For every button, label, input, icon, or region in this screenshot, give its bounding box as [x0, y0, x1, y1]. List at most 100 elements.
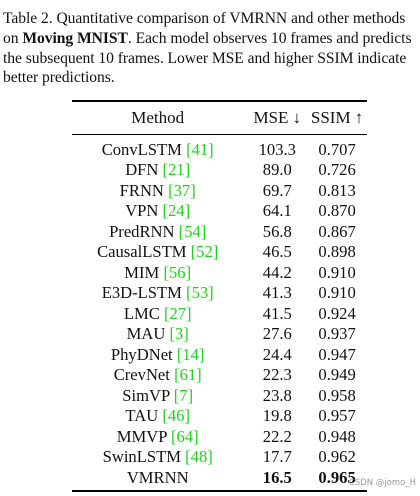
ssim-cell: 0.726 [318, 160, 356, 180]
table-row: LMC [27] 41.5 0.924 [72, 304, 367, 325]
citation-link[interactable]: [64] [171, 426, 199, 446]
mse-cell: 44.2 [262, 262, 292, 282]
table-row: MMVP [64] 22.2 0.948 [72, 427, 367, 448]
citation-link[interactable]: [27] [163, 303, 192, 323]
mse-cell: 17.7 [262, 447, 292, 467]
mse-cell: 89.0 [262, 160, 292, 180]
ssim-cell: 0.898 [318, 242, 356, 262]
method-cell: MIM [56] [72, 263, 243, 283]
ssim-cell: 0.867 [318, 221, 356, 241]
method-name: ConvLSTM [101, 139, 182, 159]
mse-cell: 16.5 [262, 467, 292, 487]
method-cell: LMC [27] [72, 304, 243, 324]
table-header-rule [72, 133, 367, 135]
table-row: MIM [56] 44.2 0.910 [72, 263, 367, 284]
table-row: TAU [46] 19.8 0.957 [72, 406, 367, 427]
ssim-cell: 0.949 [318, 365, 356, 385]
mse-cell: 19.8 [262, 406, 292, 426]
table-row: CrevNet [61] 22.3 0.949 [72, 365, 367, 386]
citation-link[interactable]: [7] [173, 385, 194, 405]
header-ssim: SSIM ↑ [310, 107, 364, 127]
method-name: MIM [124, 262, 160, 282]
watermark-text: CSDN @jomo_H [348, 478, 416, 488]
ssim-cell: 0.962 [318, 447, 356, 467]
mse-cell: 23.8 [262, 385, 292, 405]
ssim-cell: 0.707 [318, 139, 356, 159]
header-mse: MSE ↓ [253, 107, 302, 127]
mse-cell: 103.3 [258, 139, 296, 159]
citation-link[interactable]: [46] [162, 406, 190, 426]
method-name: PhyDNet [110, 344, 173, 364]
citation-link[interactable]: [3] [169, 324, 189, 344]
method-name: CausalLSTM [97, 242, 187, 262]
table-row: SimVP [7] 23.8 0.958 [72, 386, 367, 407]
mse-cell: 27.6 [262, 324, 292, 344]
method-cell: VMRNN [72, 468, 243, 488]
mse-cell: 64.1 [262, 201, 292, 221]
method-name: FRNN [119, 180, 164, 200]
method-cell: SimVP [7] [72, 386, 243, 406]
ssim-cell: 0.924 [318, 303, 356, 323]
ssim-cell: 0.910 [318, 283, 356, 303]
method-name: PredRNN [109, 221, 175, 241]
ssim-cell: 0.965 [318, 467, 356, 487]
method-cell: TAU [46] [72, 406, 243, 426]
method-name: DFN [125, 160, 159, 180]
table-row: VPN [24] 64.1 0.870 [72, 201, 367, 222]
method-name: VPN [125, 201, 159, 221]
table-row: ConvLSTM [41] 103.3 0.707 [72, 140, 367, 161]
caption-suffix: . Each model observes 10 frames and pred… [3, 29, 412, 87]
header-method: Method [131, 107, 185, 127]
table-row: SwinLSTM [48] 17.7 0.962 [72, 447, 367, 468]
table-row: E3D-LSTM [53] 41.3 0.910 [72, 283, 367, 304]
table-row: PredRNN [54] 56.8 0.867 [72, 222, 367, 243]
citation-link[interactable]: [41] [186, 139, 214, 159]
ssim-cell: 0.948 [318, 426, 356, 446]
citation-link[interactable]: [48] [185, 447, 213, 467]
method-cell: ConvLSTM [41] [72, 140, 243, 160]
method-name: SwinLSTM [102, 447, 181, 467]
method-name: VMRNN [126, 467, 189, 487]
method-name: TAU [125, 406, 159, 426]
table-row: FRNN [37] 69.7 0.813 [72, 181, 367, 202]
citation-link[interactable]: [14] [176, 344, 205, 364]
mse-cell: 56.8 [262, 221, 292, 241]
method-cell: PredRNN [54] [72, 222, 243, 242]
mse-cell: 24.4 [262, 344, 292, 364]
citation-link[interactable]: [37] [168, 180, 196, 200]
ssim-cell: 0.958 [318, 385, 356, 405]
table-row: VMRNN 16.5 0.965 [72, 468, 367, 489]
ssim-cell: 0.813 [318, 180, 356, 200]
method-name: LMC [123, 303, 160, 323]
method-cell: PhyDNet [14] [72, 345, 243, 365]
method-cell: DFN [21] [72, 160, 243, 180]
ssim-cell: 0.947 [318, 344, 356, 364]
method-cell: VPN [24] [72, 201, 243, 221]
method-cell: MMVP [64] [72, 427, 243, 447]
method-cell: FRNN [37] [72, 181, 243, 201]
mse-cell: 41.3 [262, 283, 292, 303]
ssim-cell: 0.957 [318, 406, 356, 426]
table-row: CausalLSTM [52] 46.5 0.898 [72, 242, 367, 263]
caption-dataset: Moving MNIST [22, 29, 128, 47]
citation-link[interactable]: [61] [174, 365, 202, 385]
method-name: CrevNet [113, 365, 170, 385]
method-cell: CrevNet [61] [72, 365, 243, 385]
citation-link[interactable]: [53] [186, 283, 214, 303]
table-row: MAU [3] 27.6 0.937 [72, 324, 367, 345]
mse-cell: 41.5 [262, 303, 292, 323]
citation-link[interactable]: [54] [178, 221, 207, 241]
table-bottom-rule [72, 490, 367, 492]
table-row: DFN [21] 89.0 0.726 [72, 160, 367, 181]
mse-cell: 22.3 [262, 365, 292, 385]
table-caption: Table 2. Quantitative comparison of VMRN… [3, 9, 417, 88]
table-top-rule [72, 100, 367, 102]
ssim-cell: 0.937 [318, 324, 356, 344]
citation-link[interactable]: [52] [190, 242, 219, 262]
citation-link[interactable]: [56] [163, 262, 192, 282]
mse-cell: 69.7 [262, 180, 292, 200]
caption-prefix: Table 2. Quantitative comparison of VMRN… [3, 10, 406, 47]
ssim-cell: 0.870 [318, 201, 356, 221]
citation-link[interactable]: [24] [162, 201, 191, 221]
citation-link[interactable]: [21] [162, 160, 191, 180]
